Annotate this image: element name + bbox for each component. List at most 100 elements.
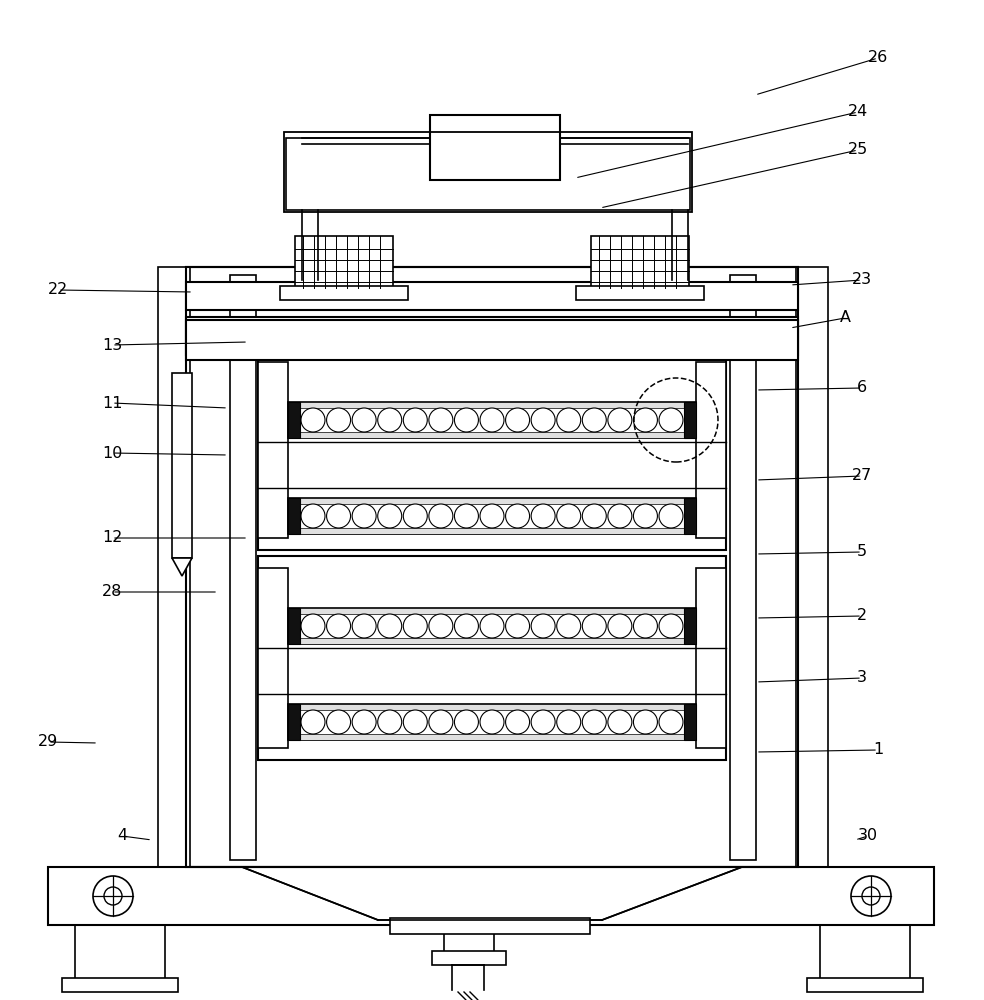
Text: 27: 27 (852, 468, 872, 484)
Circle shape (352, 504, 376, 528)
Circle shape (352, 710, 376, 734)
Bar (730, 275, 756, 860)
Text: 4: 4 (117, 828, 127, 844)
Bar (258, 556, 726, 760)
Polygon shape (800, 867, 822, 886)
Bar (432, 951, 506, 965)
Circle shape (301, 504, 325, 528)
Bar (684, 498, 696, 534)
Circle shape (301, 408, 325, 432)
Text: 22: 22 (48, 282, 68, 298)
Text: 13: 13 (102, 338, 122, 353)
Bar (288, 498, 696, 504)
Bar (48, 867, 934, 925)
Bar (288, 528, 696, 534)
Circle shape (608, 614, 632, 638)
Circle shape (506, 408, 529, 432)
Text: 29: 29 (37, 734, 58, 750)
Circle shape (659, 710, 683, 734)
Text: 10: 10 (101, 446, 122, 460)
Circle shape (659, 504, 683, 528)
Bar (258, 350, 726, 550)
Text: 3: 3 (857, 670, 867, 686)
Bar (288, 498, 300, 534)
Bar (288, 704, 696, 740)
Bar (390, 918, 590, 934)
Bar (284, 132, 692, 212)
Text: 23: 23 (852, 272, 872, 288)
Bar (230, 275, 256, 860)
Circle shape (608, 710, 632, 734)
Text: 30: 30 (858, 828, 878, 844)
Circle shape (378, 614, 401, 638)
Bar (288, 402, 300, 438)
Text: 6: 6 (857, 380, 867, 395)
Bar (796, 267, 828, 867)
Circle shape (327, 504, 350, 528)
Bar (288, 402, 696, 438)
Bar (288, 704, 696, 710)
Bar (288, 608, 300, 644)
Circle shape (634, 614, 657, 638)
Bar (280, 286, 408, 300)
Circle shape (608, 408, 632, 432)
Circle shape (301, 710, 325, 734)
Circle shape (506, 614, 529, 638)
Circle shape (531, 614, 555, 638)
Circle shape (557, 408, 581, 432)
Bar (286, 138, 690, 210)
Circle shape (403, 408, 427, 432)
Circle shape (403, 710, 427, 734)
Bar (288, 498, 696, 534)
Circle shape (352, 408, 376, 432)
Circle shape (557, 504, 581, 528)
Bar (807, 978, 923, 992)
Circle shape (634, 504, 657, 528)
Bar (820, 917, 910, 982)
Circle shape (531, 408, 555, 432)
Circle shape (480, 504, 504, 528)
Circle shape (557, 614, 581, 638)
Bar (444, 920, 494, 955)
Circle shape (608, 504, 632, 528)
Circle shape (557, 710, 581, 734)
Circle shape (480, 710, 504, 734)
Circle shape (301, 614, 325, 638)
Bar (186, 317, 798, 355)
Bar (684, 608, 696, 644)
Bar (684, 402, 696, 438)
Circle shape (429, 710, 453, 734)
Circle shape (659, 408, 683, 432)
Polygon shape (242, 867, 742, 920)
Circle shape (378, 408, 401, 432)
Circle shape (403, 504, 427, 528)
Text: 2: 2 (857, 608, 867, 624)
Circle shape (327, 710, 350, 734)
Polygon shape (172, 558, 192, 576)
Bar (696, 568, 726, 748)
Bar (288, 704, 300, 740)
Circle shape (480, 408, 504, 432)
Bar (258, 362, 288, 538)
Circle shape (583, 408, 606, 432)
Circle shape (455, 504, 478, 528)
Text: 28: 28 (101, 584, 122, 599)
Text: 11: 11 (101, 395, 122, 410)
Bar (576, 286, 704, 300)
Circle shape (583, 614, 606, 638)
Circle shape (429, 408, 453, 432)
Circle shape (531, 504, 555, 528)
Bar (186, 267, 798, 867)
Bar (288, 402, 696, 408)
Bar (684, 704, 696, 740)
Bar (186, 282, 798, 310)
Polygon shape (162, 867, 186, 886)
Bar (258, 568, 288, 748)
Bar (430, 115, 560, 180)
Circle shape (352, 614, 376, 638)
Circle shape (327, 614, 350, 638)
Circle shape (455, 408, 478, 432)
Circle shape (634, 408, 657, 432)
Bar (288, 734, 696, 740)
Text: 12: 12 (101, 530, 122, 546)
